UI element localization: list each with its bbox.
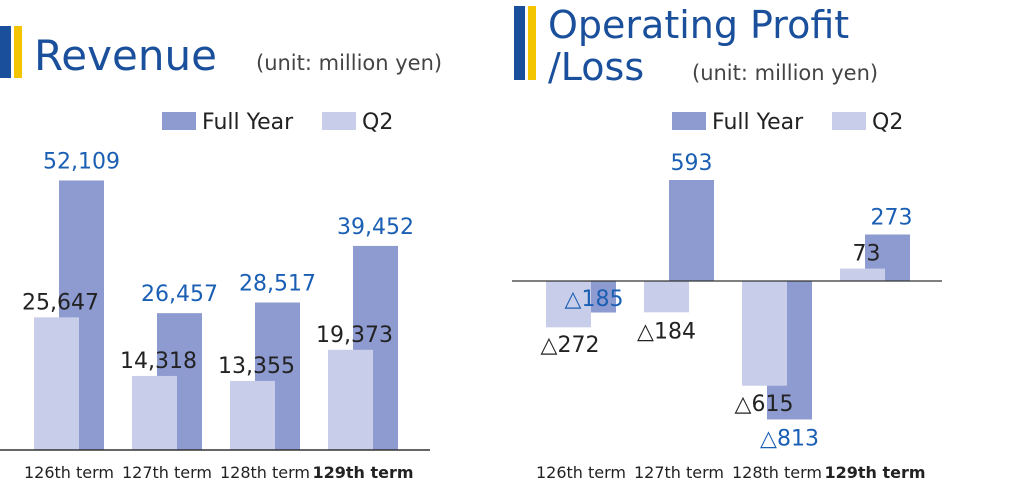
revenue-legend: Full Year Q2 [162, 110, 393, 135]
legend-swatch-full-year [672, 112, 706, 130]
data-label-q2: △184 [637, 319, 696, 344]
data-label-q2: △615 [735, 392, 794, 417]
op-plot: △185 △272 126th term 593 △184 127th term △813 △… [512, 151, 942, 482]
data-label-q2: 19,373 [316, 323, 393, 348]
category-label: 129th term [312, 463, 413, 482]
op-header: Operating Profit /Loss (unit: million ye… [514, 3, 878, 89]
data-label-full-year: △813 [760, 426, 819, 451]
bar-q2 [840, 268, 885, 281]
bar-q2 [644, 281, 689, 313]
category-label: 126th term [24, 463, 114, 482]
data-label-full-year: 39,452 [337, 215, 414, 240]
legend-label-full-year: Full Year [712, 110, 804, 135]
category-label: 129th term [824, 463, 925, 482]
category-label: 128th term [732, 463, 822, 482]
op-legend: Full Year Q2 [672, 110, 903, 135]
data-label-full-year: 273 [871, 206, 913, 231]
title-accent-yellow-bar [14, 26, 22, 78]
title-accent-blue-bar [0, 26, 11, 78]
title-accent-yellow-bar [528, 6, 536, 80]
revenue-unit-note: (unit: million yen) [256, 51, 442, 75]
bar-q2 [546, 281, 591, 328]
legend-label-q2: Q2 [872, 110, 903, 135]
category-label: 127th term [122, 463, 212, 482]
bar-q2 [328, 349, 373, 450]
legend-label-q2: Q2 [362, 110, 393, 135]
bar-q2 [132, 375, 177, 450]
category-label: 127th term [634, 463, 724, 482]
data-label-full-year: 28,517 [239, 271, 316, 296]
bar-q2 [34, 317, 79, 450]
data-label-full-year: 26,457 [141, 282, 218, 307]
legend-swatch-full-year [162, 112, 196, 130]
data-label-q2: 13,355 [218, 354, 295, 379]
op-unit-note: (unit: million yen) [692, 61, 878, 85]
data-label-q2: △272 [541, 333, 600, 358]
data-label-q2: 73 [853, 242, 881, 267]
revenue-header: Revenue (unit: million yen) [0, 26, 442, 80]
data-label-full-year: △185 [565, 287, 624, 312]
data-label-q2: 14,318 [120, 349, 197, 374]
data-label-full-year: 52,109 [43, 149, 120, 174]
op-title-line1: Operating Profit [548, 3, 849, 47]
bar-q2 [230, 380, 275, 450]
data-label-q2: 25,647 [22, 290, 99, 315]
bar-full-year [669, 180, 714, 281]
legend-swatch-q2 [832, 112, 866, 130]
legend-swatch-q2 [322, 112, 356, 130]
title-accent-blue-bar [514, 6, 525, 80]
bar-q2 [742, 281, 787, 386]
revenue-title: Revenue [34, 31, 217, 80]
revenue-plot: 52,109 25,647 126th term 26,457 14,318 127th … [0, 149, 430, 482]
category-label: 126th term [536, 463, 626, 482]
data-label-full-year: 593 [671, 151, 713, 176]
category-label: 128th term [220, 463, 310, 482]
op-title-line2: /Loss [548, 45, 644, 89]
legend-label-full-year: Full Year [202, 110, 294, 135]
